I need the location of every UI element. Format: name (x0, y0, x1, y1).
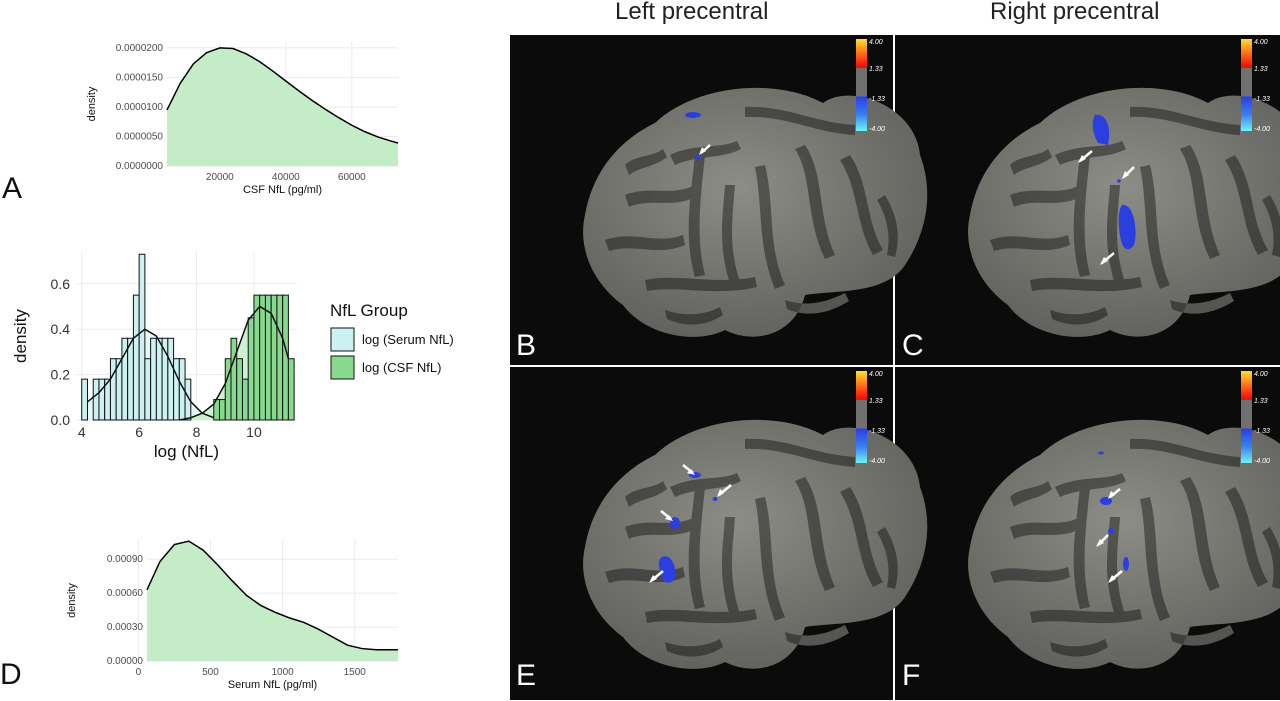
x-tick-label: 20000 (206, 172, 234, 183)
x-tick-label: 10 (246, 424, 262, 440)
log-nfl-histogram-chart: 4 6 8 10 0.0 0.2 0.4 0.6 log (NfL) density NfL Gro… (11, 252, 454, 461)
density-curve-0 (87, 328, 215, 419)
x-tick-label: 500 (202, 667, 219, 678)
histogram-bar (276, 294, 284, 421)
svg-text:1.33: 1.33 (869, 398, 883, 405)
legend-swatch (330, 355, 355, 380)
svg-text:-4.00: -4.00 (1254, 458, 1270, 465)
histogram-bar (230, 337, 238, 421)
histogram-bar (259, 294, 266, 421)
svg-text:-4.00: -4.00 (1254, 126, 1270, 133)
panel-label-e: E (516, 659, 536, 692)
y-tick-label: 0.00000 (107, 656, 144, 667)
histogram-bar (253, 294, 261, 421)
svg-text:-1.33: -1.33 (1254, 428, 1270, 435)
y-tick-label: 0.0000200 (116, 43, 164, 54)
histogram-bar (138, 253, 146, 421)
histogram-bar (150, 337, 157, 421)
y-tick-label: 0.0000100 (116, 102, 164, 113)
svg-text:-1.33: -1.33 (1254, 96, 1270, 103)
panel-label-d: D (0, 658, 22, 691)
histogram-bar (132, 294, 140, 421)
x-axis-label: log (NfL) (154, 442, 219, 461)
y-tick-label: 0.0000000 (116, 161, 164, 172)
colorbar-f: 4.00 1.33 -1.33 -4.00 (1241, 371, 1270, 465)
colorbar-e: 4.00 1.33 -1.33 -4.00 (856, 371, 885, 465)
histogram-bar (287, 358, 295, 421)
svg-text:4.00: 4.00 (1254, 39, 1268, 46)
x-tick-label: 4 (78, 424, 86, 440)
y-axis-label: density (66, 583, 78, 618)
panel-label-a: A (2, 172, 23, 205)
brain-surface-grid: 4.00 1.33 -1.33 -4.00 4.00 1.33 -1.33 -4… (510, 35, 1280, 700)
histogram-bar (144, 358, 152, 421)
column-title-left-precentral: Left precentral (615, 0, 769, 25)
y-tick-label: 0.2 (51, 367, 71, 383)
histogram-bar (236, 358, 243, 421)
histogram-bar (127, 337, 134, 421)
svg-text:-4.00: -4.00 (869, 458, 885, 465)
legend-item: log (Serum NfL) (362, 332, 454, 347)
svg-text:1.33: 1.33 (869, 66, 883, 73)
svg-text:-1.33: -1.33 (869, 428, 885, 435)
histogram-bar (92, 378, 100, 421)
histogram-bar (241, 378, 249, 421)
y-tick-label: 0.00060 (107, 588, 144, 599)
histogram-bar (264, 294, 272, 421)
x-tick-label: 6 (135, 424, 143, 440)
density-area (147, 541, 398, 661)
svg-text:4.00: 4.00 (869, 39, 883, 46)
colorbar-b: 4.00 1.33 -1.33 -4.00 (856, 39, 885, 133)
histogram-bar (184, 378, 192, 421)
y-tick-label: 0.0000150 (116, 72, 164, 83)
density-curve (146, 540, 398, 651)
histogram-bar (109, 358, 117, 421)
histogram-bar (219, 399, 226, 421)
column-title-right-precentral: Right precentral (990, 0, 1160, 25)
histogram-bar (81, 378, 88, 421)
histogram-bar (247, 317, 255, 421)
legend-item: log (CSF NfL) (362, 360, 441, 375)
svg-text:4.00: 4.00 (869, 371, 883, 378)
serum-density-chart: 0 500 1000 1500 0.00000 0.00030 0.00060 0.00090… (66, 540, 398, 691)
x-tick-label: 60000 (338, 172, 366, 183)
colorbar-c: 4.00 1.33 -1.33 -4.00 (1241, 39, 1270, 133)
svg-text:-1.33: -1.33 (869, 96, 885, 103)
x-tick-label: 40000 (272, 172, 300, 183)
y-axis-label: density (86, 86, 98, 121)
y-tick-label: 0.00090 (107, 554, 144, 565)
legend-swatch (330, 327, 355, 352)
x-tick-label: 8 (193, 424, 201, 440)
density-area (167, 47, 398, 166)
y-tick-label: 0.0 (51, 412, 71, 428)
panel-label-c: C (902, 329, 924, 362)
y-tick-label: 0.4 (51, 321, 71, 337)
histogram-bar (155, 337, 163, 421)
histogram-bar (224, 358, 232, 421)
panel-label-f: F (902, 659, 920, 692)
svg-text:-4.00: -4.00 (869, 126, 885, 133)
svg-text:4.00: 4.00 (1254, 371, 1268, 378)
svg-text:1.33: 1.33 (1254, 398, 1268, 405)
density-curve-1 (179, 305, 290, 421)
x-tick-label: 1500 (344, 667, 367, 678)
x-tick-label: 1000 (271, 667, 294, 678)
histogram-bar (173, 358, 180, 421)
y-tick-label: 0.00030 (107, 622, 144, 633)
y-tick-label: 0.6 (51, 276, 71, 292)
density-curve (166, 47, 399, 144)
x-tick-label: 0 (136, 667, 142, 678)
y-tick-label: 0.0000050 (116, 131, 164, 142)
csf-density-chart: 20000 40000 60000 0.0000000 0.0000050 0.00001… (86, 42, 399, 196)
svg-text:1.33: 1.33 (1254, 66, 1268, 73)
x-axis-label: Serum NfL (pg/ml) (228, 679, 317, 691)
x-axis-label: CSF NfL (pg/ml) (243, 184, 322, 196)
panel-label-b: B (516, 329, 536, 362)
legend-title: NfL Group (330, 301, 408, 320)
histogram-bar (98, 378, 106, 421)
y-axis-label: density (11, 309, 30, 363)
histogram-bar (167, 337, 175, 421)
